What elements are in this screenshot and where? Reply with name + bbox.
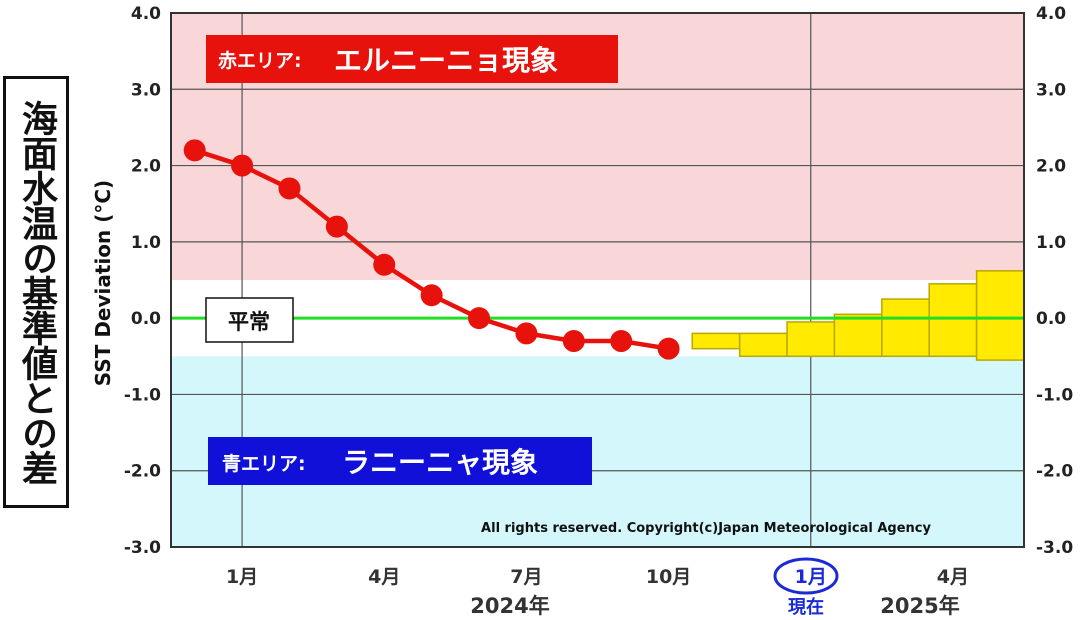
y-tick-label-right: 3.0 bbox=[1036, 80, 1066, 100]
y-tick-label-left: 2.0 bbox=[131, 157, 161, 177]
y-tick-label-left: -1.0 bbox=[124, 385, 161, 405]
y-tick-label-left: -3.0 bbox=[124, 538, 161, 558]
year-2025-label: 2025年 bbox=[880, 594, 959, 618]
observed-point bbox=[420, 284, 443, 307]
x-tick-label: 1月 bbox=[226, 566, 258, 588]
y-tick-label-right: 4.0 bbox=[1036, 4, 1066, 24]
observed-point bbox=[231, 154, 254, 177]
y-tick-label-right: 2.0 bbox=[1036, 157, 1066, 177]
x-tick-label: 4月 bbox=[368, 566, 400, 588]
x-tick-label: 7月 bbox=[510, 566, 542, 588]
normal-text: 平常 bbox=[228, 310, 270, 334]
el-nino-text: エルニーニョ現象 bbox=[334, 44, 558, 77]
forecast-box bbox=[833, 313, 883, 358]
y-tick-label-left: 0.0 bbox=[131, 309, 161, 329]
la-nina-prefix: 青エリア: bbox=[222, 453, 306, 475]
current-month-circle bbox=[773, 557, 839, 595]
la-nina-label: 青エリア: ラニーニャ現象 bbox=[208, 437, 592, 485]
x-tick-label: 1月 bbox=[795, 566, 827, 588]
observed-point bbox=[325, 215, 348, 238]
side-title: 海面水温の基準値との差 bbox=[16, 99, 57, 485]
y-tick-label-right: 0.0 bbox=[1036, 309, 1066, 329]
observed-point bbox=[515, 322, 538, 345]
observed-point bbox=[468, 307, 491, 330]
forecast-box bbox=[928, 283, 978, 358]
y-tick-label-right: -1.0 bbox=[1036, 385, 1073, 405]
y-tick-label-right: 1.0 bbox=[1036, 233, 1066, 253]
forecast-box bbox=[975, 270, 1025, 361]
y-tick-label-left: 3.0 bbox=[131, 80, 161, 100]
year-2024-label: 2024年 bbox=[470, 594, 549, 618]
observed-point bbox=[183, 139, 206, 162]
y-tick-label-right: -3.0 bbox=[1036, 538, 1073, 558]
observed-point bbox=[373, 253, 396, 276]
observed-point bbox=[278, 177, 301, 200]
forecast-box bbox=[881, 298, 930, 358]
el-nino-label-bg bbox=[206, 35, 618, 83]
y-tick-label-right: -2.0 bbox=[1036, 462, 1073, 482]
forecast-box bbox=[786, 321, 836, 358]
y-tick-label-left: 1.0 bbox=[131, 233, 161, 253]
copyright-text: All rights reserved. Copyright(c)Japan M… bbox=[481, 521, 931, 536]
el-nino-label: 赤エリア: エルニーニョ現象 bbox=[206, 35, 618, 83]
current-label: 現在 bbox=[788, 596, 824, 618]
forecast-box bbox=[691, 332, 741, 350]
y-axis-label: SST Deviation (°C) bbox=[91, 180, 115, 386]
plot-frame bbox=[170, 12, 1025, 548]
observed-point bbox=[657, 337, 680, 360]
x-tick-label: 4月 bbox=[937, 566, 969, 588]
y-tick-label-left: -2.0 bbox=[124, 462, 161, 482]
side-title-box: 海面水温の基準値との差 bbox=[3, 76, 69, 508]
observed-point bbox=[562, 330, 585, 353]
la-nina-text: ラニーニャ現象 bbox=[342, 446, 538, 479]
la-nina-label-bg bbox=[208, 437, 592, 485]
normal-label-box bbox=[205, 297, 294, 343]
observed-point bbox=[610, 330, 633, 353]
normal-label: 平常 bbox=[205, 297, 294, 343]
x-tick-label: 10月 bbox=[646, 566, 691, 588]
forecast-box bbox=[738, 332, 788, 358]
y-tick-label-left: 4.0 bbox=[131, 4, 161, 24]
el-nino-prefix: 赤エリア: bbox=[218, 50, 302, 72]
